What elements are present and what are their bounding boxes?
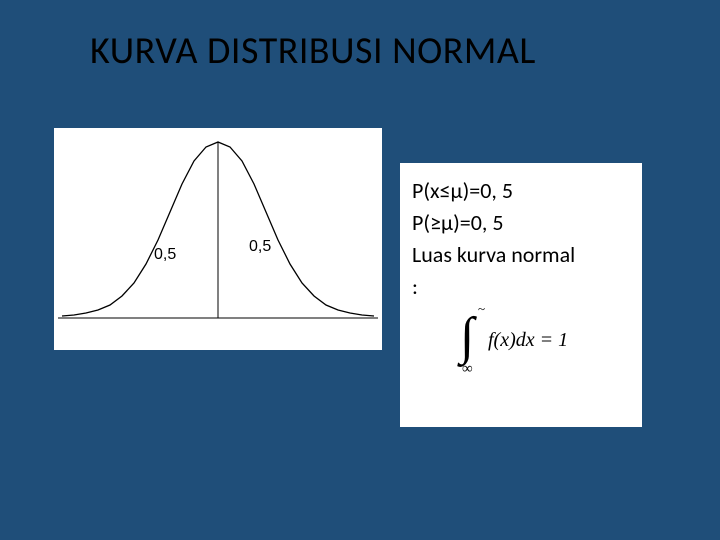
area-label: Luas kurva normal [412, 239, 632, 271]
curve-svg [54, 128, 382, 350]
right-area-label: 0,5 [249, 238, 271, 256]
prob-geq: P(≥μ)=0, 5 [412, 207, 632, 239]
prob-leq: P(x≤μ)=0, 5 [412, 175, 632, 207]
integral-body: f(x)dx = 1 [488, 329, 568, 352]
integral-upper: ~ [478, 301, 485, 317]
integral-expression: ~ ∫ ∞ f(x)dx = 1 [460, 307, 620, 377]
colon-line: : [412, 271, 632, 303]
integral-lower: ∞ [462, 361, 473, 378]
formula-panel: P(x≤μ)=0, 5 P(≥μ)=0, 5 Luas kurva normal… [400, 163, 642, 427]
left-area-label: 0,5 [154, 246, 176, 264]
integral-symbol: ∫ [460, 311, 474, 363]
slide-title: KURVA DISTRIBUSI NORMAL [90, 28, 536, 74]
normal-curve-chart: 0,5 0,5 [54, 128, 382, 350]
